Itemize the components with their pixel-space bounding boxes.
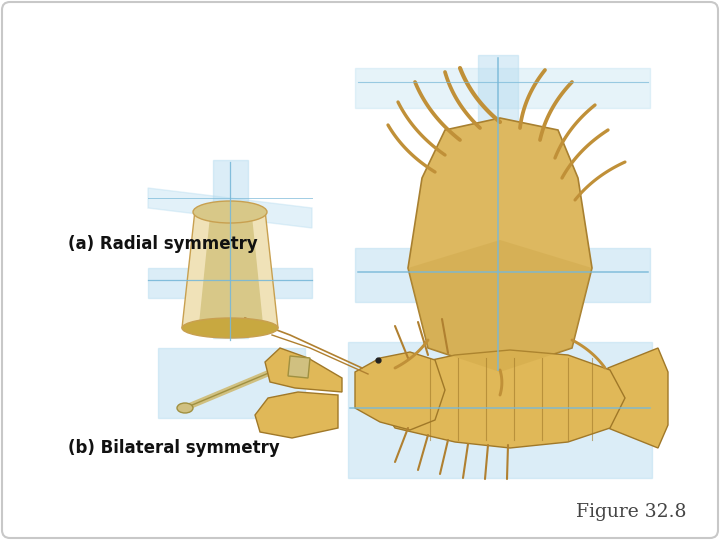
Text: (b) Bilateral symmetry: (b) Bilateral symmetry (68, 439, 280, 457)
Polygon shape (288, 356, 310, 378)
Polygon shape (608, 348, 668, 448)
Polygon shape (213, 160, 248, 338)
Polygon shape (148, 188, 312, 228)
Polygon shape (199, 216, 263, 324)
Polygon shape (348, 342, 652, 478)
Text: (a) Radial symmetry: (a) Radial symmetry (68, 235, 258, 253)
Ellipse shape (177, 403, 193, 413)
Polygon shape (408, 118, 592, 372)
Text: Figure 32.8: Figure 32.8 (575, 503, 686, 521)
Polygon shape (478, 55, 518, 368)
Polygon shape (355, 248, 650, 302)
Ellipse shape (193, 201, 267, 223)
Polygon shape (148, 268, 312, 298)
Polygon shape (265, 348, 342, 392)
Polygon shape (255, 392, 338, 438)
Polygon shape (408, 240, 592, 372)
Polygon shape (182, 210, 278, 328)
Ellipse shape (182, 318, 278, 338)
Polygon shape (158, 348, 305, 418)
Polygon shape (355, 352, 445, 430)
Polygon shape (355, 68, 650, 108)
Polygon shape (375, 350, 625, 448)
